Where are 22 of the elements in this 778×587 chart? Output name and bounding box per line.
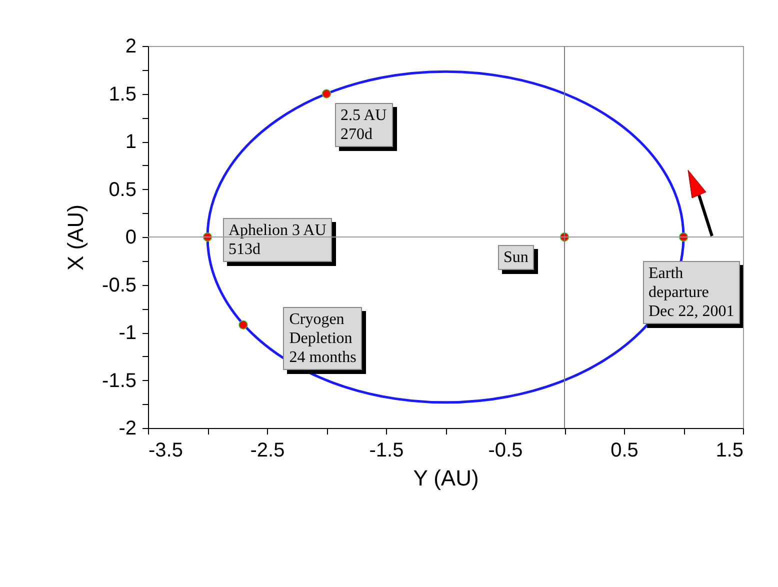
y-tick-label: 0 xyxy=(125,226,136,248)
y-tick-label: -2 xyxy=(118,418,136,440)
y-tick-label: -0.5 xyxy=(102,274,136,296)
annotation: Earth departure Dec 22, 2001 xyxy=(642,261,740,324)
x-tick-label: -2.5 xyxy=(250,440,285,462)
x-tick-label: 1.5 xyxy=(716,440,744,462)
annotation: Aphelion 3 AU 513d xyxy=(222,218,332,262)
x-tick-label: -1.5 xyxy=(369,440,404,462)
x-tick-label: -3.5 xyxy=(148,440,183,462)
y-axis-title: X (AU) xyxy=(63,204,88,270)
y-tick-label: 2 xyxy=(125,36,136,58)
y-tick-label: -1.5 xyxy=(102,370,136,392)
x-tick-label: -0.5 xyxy=(488,440,523,462)
y-tick-label: 1.5 xyxy=(108,83,136,106)
annotation: Cryogen Depletion 24 months xyxy=(283,306,362,370)
annotation: Sun xyxy=(498,245,534,270)
x-tick-label: 0.5 xyxy=(610,440,638,462)
annotation: 2.5 AU 270d xyxy=(334,102,393,147)
y-tick-label: 1 xyxy=(125,131,136,153)
y-tick-label: 0.5 xyxy=(108,178,136,201)
x-axis-title: Y (AU) xyxy=(413,466,479,490)
y-tick-label: -1 xyxy=(118,322,136,344)
